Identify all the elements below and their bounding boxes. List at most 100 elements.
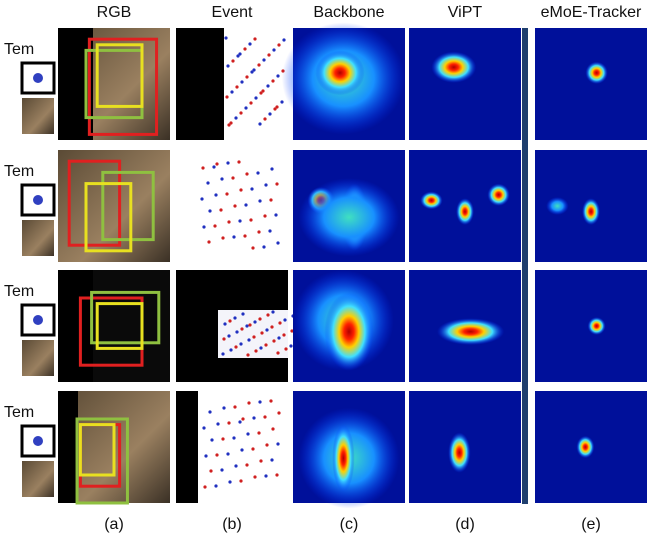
event-dot [239,479,243,483]
heat-blob [487,183,510,206]
heatmap [409,28,521,140]
event-dot [241,417,245,421]
event-dot [234,116,238,120]
event-dot [236,54,240,58]
bbox [95,302,144,350]
event-dot [241,312,245,316]
event-dot [234,464,238,468]
heat-blob [332,424,355,492]
event-dot [258,317,262,321]
rgb-pad [58,270,93,382]
row-label: Tem [4,283,34,300]
event-dot [206,181,210,185]
event-dot [264,474,268,478]
event-dot [243,47,247,51]
event-dot [269,399,273,403]
event-dot [226,452,230,456]
event-dot [247,338,251,342]
event-dot [204,454,208,458]
column-header: Backbone [313,4,384,21]
event-dot [226,64,230,68]
event-dot [202,426,206,430]
event-dot [271,79,275,83]
bbox [75,417,129,505]
event-dot [240,80,244,84]
event-dot [210,438,214,442]
event-dot [244,203,248,207]
event-dot [251,246,255,250]
event-dot [273,107,277,111]
heat-blob [315,50,365,96]
event-dot [221,437,225,441]
event-dot [221,352,225,356]
event-dot [262,245,266,249]
event-dot [249,101,253,105]
event-dot [259,346,263,350]
event-dot [239,188,243,192]
event-dot [252,335,256,339]
column-caption: (b) [222,516,242,533]
event-dot [275,182,279,186]
event-dot [221,236,225,240]
event-dot [283,318,287,322]
event-dot [200,197,204,201]
event-dot [278,321,282,325]
event-dot [219,208,223,212]
event-pad [176,28,224,140]
event-dot [203,485,207,489]
event-dot [264,343,268,347]
divider [522,28,528,504]
event-dot [276,442,280,446]
event-dot [215,453,219,457]
event-dot [239,342,243,346]
event-dot [202,225,206,229]
event-dot [252,68,256,72]
event-dot [250,70,254,74]
event-dot [258,122,262,126]
event-dot [267,53,271,57]
column-caption: (c) [340,516,359,533]
event-dot [268,112,272,116]
event-dot [230,90,234,94]
event-dot [220,468,224,472]
row-label: Tem [4,41,34,58]
heat-blob [324,292,374,371]
template-rgb [22,461,54,497]
event-dot [257,63,261,67]
event-dot [216,422,220,426]
event-dot [268,229,272,233]
event-dot [263,415,267,419]
event-dot [262,58,266,62]
row-label: Tem [4,163,34,180]
bbox [78,423,116,477]
template-event [20,61,56,95]
event-dot [251,447,255,451]
event-dot [220,177,224,181]
event-pad [176,391,198,503]
event-dot [224,36,228,40]
event-dot [234,345,238,349]
event-dot [208,209,212,213]
column-caption: (e) [581,516,601,533]
heat-blob [298,178,400,257]
row-label: Tem [4,404,34,421]
event-dot [215,162,219,166]
heat-blob [546,197,569,215]
event-dot [271,310,275,314]
event-dot [244,106,248,110]
heat-blob [448,432,471,473]
event-dot [263,117,267,121]
event-dot [248,323,252,327]
heat-blob [456,198,474,226]
heat-blob [585,61,608,84]
event-dot [227,334,231,338]
event-dot [280,100,284,104]
event-dot [214,484,218,488]
event-dot [245,324,249,328]
heatmap [535,28,647,140]
bbox [90,290,161,345]
event-dot [233,204,237,208]
event-dot [271,427,275,431]
event-dot [265,328,269,332]
event-dot [229,121,233,125]
